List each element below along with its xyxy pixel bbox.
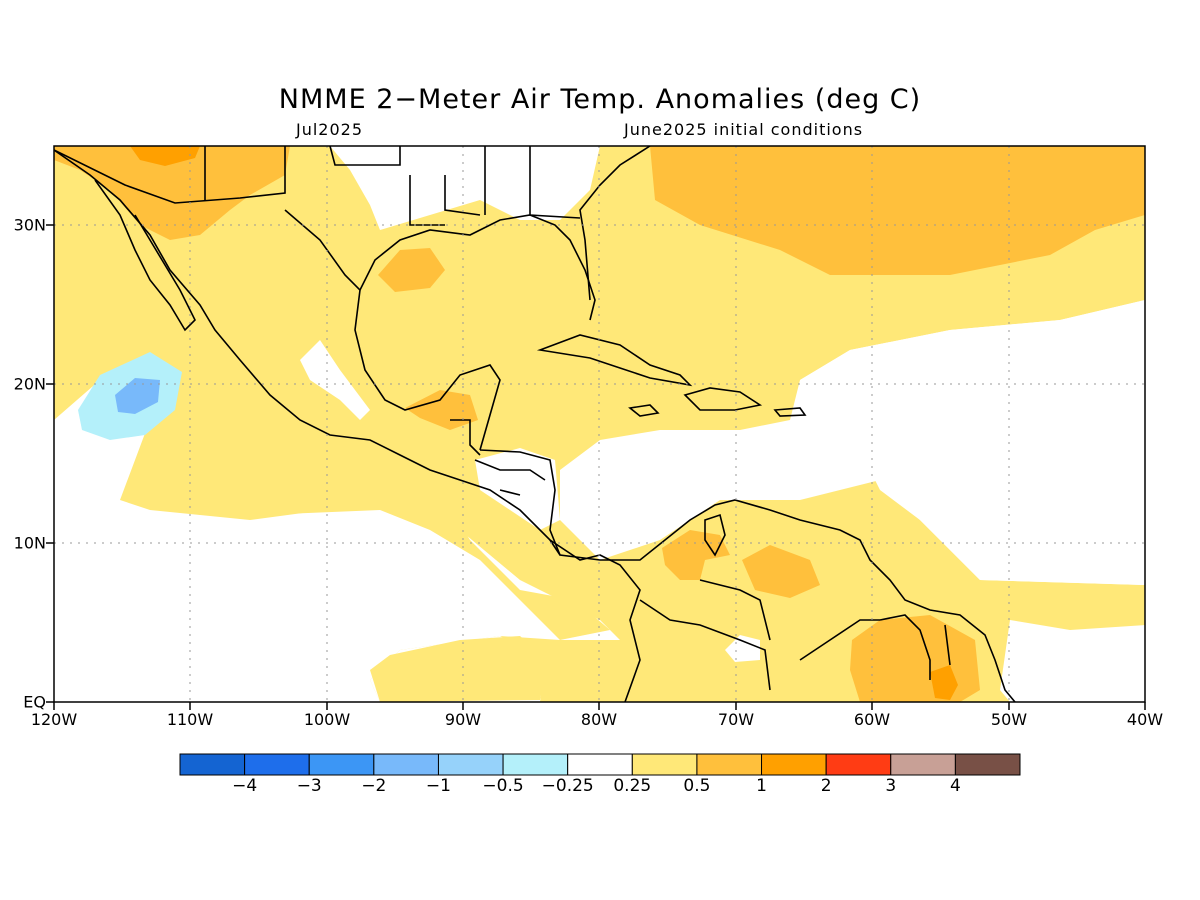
colorbar-swatch-6 xyxy=(567,753,633,776)
anomaly-region-orange-northwest xyxy=(130,146,200,166)
anomaly-region-light-orange-atlantic xyxy=(650,146,1145,275)
anomaly-region-white-venezuela xyxy=(725,635,760,662)
colorbar-label-11: 4 xyxy=(949,776,961,796)
colorbar-swatch-2 xyxy=(308,753,375,776)
coastline-us-gulf xyxy=(359,214,596,321)
lat-label-10n: 10N xyxy=(13,533,46,553)
anomaly-region-blue xyxy=(115,378,160,414)
coastline-puerto-rico xyxy=(773,407,807,417)
colorbar-swatch-7 xyxy=(631,753,698,776)
colorbar-label-0: −4 xyxy=(232,776,258,796)
anomaly-region-white-caribbean xyxy=(600,450,700,485)
coastline-south-america xyxy=(610,499,1016,702)
coastline-cuba xyxy=(536,334,693,387)
colorbar-swatch-3 xyxy=(373,753,439,776)
map-title: NMME 2−Meter Air Temp. Anomalies (deg C) xyxy=(278,84,922,115)
coastline-lake-maracaibo xyxy=(704,513,726,557)
colorbar-label-9: 2 xyxy=(820,776,832,796)
colorbar-label-8: 1 xyxy=(756,776,767,796)
anomaly-region-white-north xyxy=(330,146,600,230)
colorbar xyxy=(179,753,1021,776)
lat-label-eq: EQ xyxy=(23,692,46,712)
colorbar-swatch-0 xyxy=(179,753,246,776)
gridlines xyxy=(54,146,1145,702)
border-central-america xyxy=(450,419,561,556)
anomaly-region-white-pacific xyxy=(54,370,620,702)
lon-label-70w: 70W xyxy=(717,710,755,729)
initial-conditions: June2025 initial conditions xyxy=(624,120,864,139)
lat-label-20n: 20N xyxy=(13,374,46,394)
lon-label-100w: 100W xyxy=(303,710,351,729)
axis-ticks xyxy=(46,224,1146,710)
colorbar-swatch-4 xyxy=(437,753,504,776)
colorbar-label-1: −3 xyxy=(296,776,322,796)
border-us-mexico xyxy=(54,146,286,204)
coastline-gulf xyxy=(284,209,501,451)
colorbar-swatch-12 xyxy=(954,753,1021,776)
coastlines xyxy=(54,146,1016,702)
lon-label-80w: 80W xyxy=(580,710,618,729)
colorbar-label-6: 0.25 xyxy=(613,776,652,796)
coastline-baja xyxy=(94,179,196,332)
coastline-hispaniola xyxy=(683,387,763,411)
colorbar-label-2: −2 xyxy=(361,776,387,796)
anomaly-region-orange-guianas xyxy=(930,665,958,700)
forecast-month: Jul2025 xyxy=(296,120,364,139)
lon-label-90w: 90W xyxy=(444,710,482,729)
coastline-mexico-pacific xyxy=(54,149,641,702)
anomaly-region-yellow-small xyxy=(70,295,92,328)
anomaly-region-white-mexico xyxy=(300,340,370,420)
colorbar-swatch-5 xyxy=(502,753,569,776)
anomaly-region-light-orange-venezuela xyxy=(742,545,820,598)
colorbar-label-10: 3 xyxy=(885,776,897,796)
border-us-states xyxy=(204,146,581,226)
colorbar-label-4: −0.5 xyxy=(482,776,524,796)
colorbar-label-7: 0.5 xyxy=(683,776,711,796)
coastline-central-america-caribbean xyxy=(479,449,610,561)
lon-label-120w: 120W xyxy=(30,710,78,729)
colorbar-label-3: −1 xyxy=(425,776,451,796)
anomaly-region-light-orange-northwest xyxy=(54,146,290,240)
lat-label-30n: 30N xyxy=(13,215,46,235)
colorbar-swatch-1 xyxy=(244,753,310,776)
anomaly-region-light-orange-gulf xyxy=(378,248,445,292)
border-south-america xyxy=(639,579,951,691)
colorbar-swatch-10 xyxy=(825,753,892,776)
lon-label-110w: 110W xyxy=(166,710,214,729)
colorbar-swatch-11 xyxy=(890,753,956,776)
anomaly-region-yellow-pacific xyxy=(145,330,610,640)
lon-label-40w: 40W xyxy=(1126,710,1164,729)
anomaly-region-white-atlantic xyxy=(800,300,1145,585)
colorbar-swatch-9 xyxy=(761,753,827,776)
lon-label-60w: 60W xyxy=(853,710,891,729)
colorbar-label-5: −0.25 xyxy=(541,776,594,796)
lon-label-50w: 50W xyxy=(990,710,1028,729)
anomaly-region-yellow-south xyxy=(370,636,548,702)
coastline-florida-atlantic xyxy=(579,146,651,301)
coastline-jamaica xyxy=(628,404,660,417)
colorbar-swatch-8 xyxy=(696,753,763,776)
